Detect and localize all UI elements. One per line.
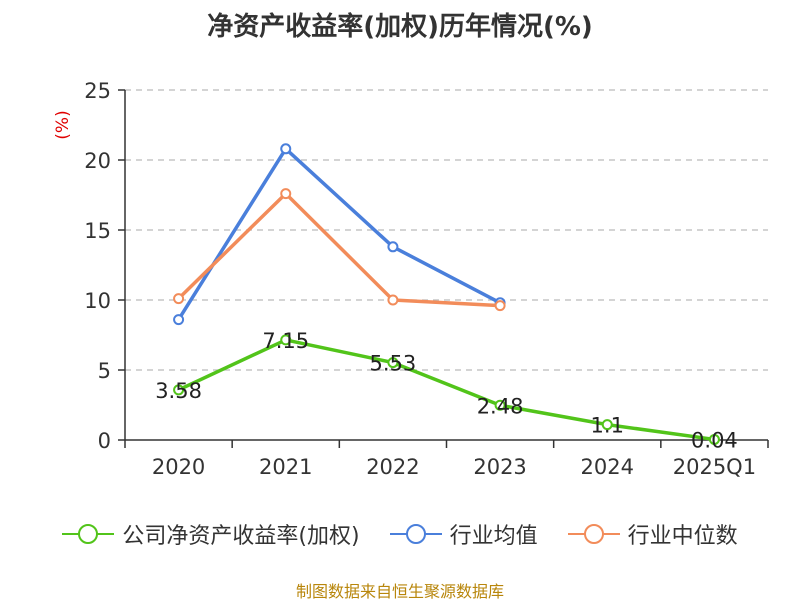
data-point (173, 314, 185, 326)
data-point (387, 294, 399, 306)
data-label: 0.04 (691, 428, 738, 452)
data-point (173, 384, 185, 396)
legend-item-industry-median[interactable]: 行业中位数 (567, 518, 738, 550)
data-label: 3.58 (155, 379, 202, 403)
legend-label: 行业均值 (449, 524, 538, 549)
legend-item-industry-average[interactable]: 行业均值 (389, 518, 538, 550)
chart-legend: 公司净资产收益率(加权) 行业均值 行业中位数 (0, 518, 800, 550)
series-line (177, 191, 501, 308)
data-label: 7.15 (262, 329, 309, 353)
data-point (387, 357, 399, 369)
data-point (494, 399, 506, 411)
x-tick-label: 2024 (581, 455, 634, 479)
data-point (280, 334, 292, 346)
x-tick-label: 2020 (152, 455, 205, 479)
legend-line-marker-icon (567, 524, 620, 544)
legend-label: 行业中位数 (627, 524, 738, 549)
data-source-footer: 制图数据来自恒生聚源数据库 (295, 582, 504, 601)
y-tick-label: 20 (84, 149, 111, 173)
data-point (173, 293, 185, 305)
y-tick-label: 5 (98, 359, 111, 383)
y-tick-label: 10 (84, 289, 111, 313)
data-point (280, 143, 292, 155)
legend-line-marker-icon (389, 524, 442, 544)
data-point (494, 300, 506, 312)
y-tick-label: 25 (84, 79, 111, 103)
data-point (387, 241, 399, 253)
x-tick-label: 2025Q1 (673, 455, 756, 479)
data-point (601, 419, 613, 431)
legend-item-company-roe[interactable]: 公司净资产收益率(加权) (62, 518, 360, 550)
x-tick-label: 2021 (259, 455, 312, 479)
y-tick-label: 15 (84, 219, 111, 243)
x-tick-label: 2023 (473, 455, 526, 479)
data-label: 1.1 (591, 414, 624, 438)
y-tick-label: 0 (98, 429, 111, 453)
y-axis-label: (%) (53, 110, 73, 139)
x-tick-label: 2022 (366, 455, 419, 479)
legend-line-marker-icon (62, 524, 115, 544)
legend-label: 公司净资产收益率(加权) (122, 524, 360, 549)
series-line (177, 147, 501, 321)
series-line (177, 338, 715, 442)
data-point (708, 433, 720, 445)
chart-title: 净资产收益率(加权)历年情况(%) (207, 12, 593, 42)
data-label: 2.48 (477, 394, 524, 418)
data-label: 5.53 (370, 352, 417, 376)
data-point (280, 188, 292, 200)
